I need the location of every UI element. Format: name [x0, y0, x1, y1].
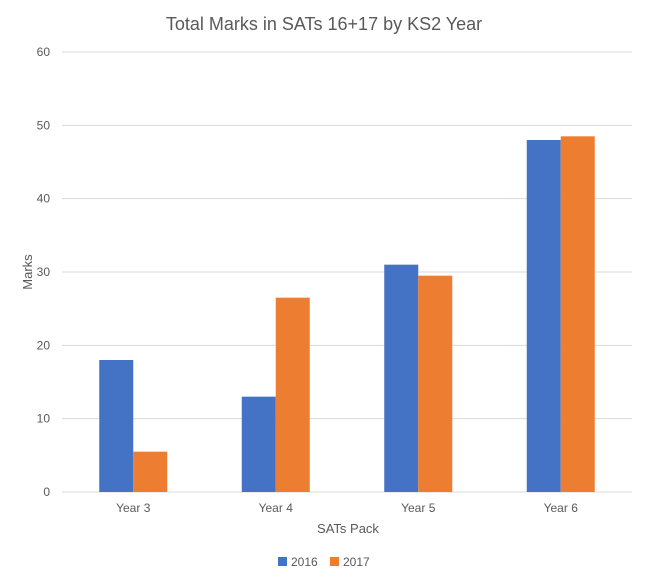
y-tick-label-40: 40 — [37, 192, 51, 206]
legend-swatch-2016 — [278, 557, 287, 566]
legend: 2016 2017 — [278, 555, 370, 569]
legend-swatch-2017 — [330, 557, 339, 566]
y-tick-label-50: 50 — [37, 118, 51, 132]
x-axis-ticks: Year 3 Year 4 Year 5 Year 6 — [116, 501, 578, 515]
bar-year-5-2017 — [418, 275, 453, 492]
y-tick-label-60: 60 — [37, 45, 51, 59]
bar-year-6-2017 — [560, 136, 595, 493]
bar-year-3-2016 — [99, 360, 134, 492]
bar-year-3-2017 — [133, 451, 168, 492]
gridlines — [62, 51, 632, 493]
chart-title: Total Marks in SATs 16+17 by KS2 Year — [166, 14, 482, 34]
x-tick-label-year-4: Year 4 — [259, 501, 294, 515]
bar-year-4-2017 — [275, 297, 310, 492]
x-tick-label-year-6: Year 6 — [544, 501, 579, 515]
y-axis-title: Marks — [20, 254, 35, 290]
x-axis-title: SATs Pack — [317, 521, 379, 536]
y-tick-label-10: 10 — [37, 412, 51, 426]
y-axis-ticks: 0 10 20 30 40 50 60 — [37, 45, 51, 499]
y-tick-label-20: 20 — [37, 338, 51, 352]
bar-year-6-2016 — [526, 140, 561, 492]
bars — [99, 136, 595, 493]
x-tick-label-year-5: Year 5 — [401, 501, 436, 515]
y-tick-label-30: 30 — [37, 265, 51, 279]
x-tick-label-year-3: Year 3 — [116, 501, 151, 515]
bar-year-4-2016 — [241, 396, 276, 492]
legend-label-2017: 2017 — [343, 555, 370, 569]
y-tick-label-0: 0 — [43, 485, 50, 499]
bar-year-5-2016 — [384, 264, 419, 492]
legend-label-2016: 2016 — [291, 555, 318, 569]
